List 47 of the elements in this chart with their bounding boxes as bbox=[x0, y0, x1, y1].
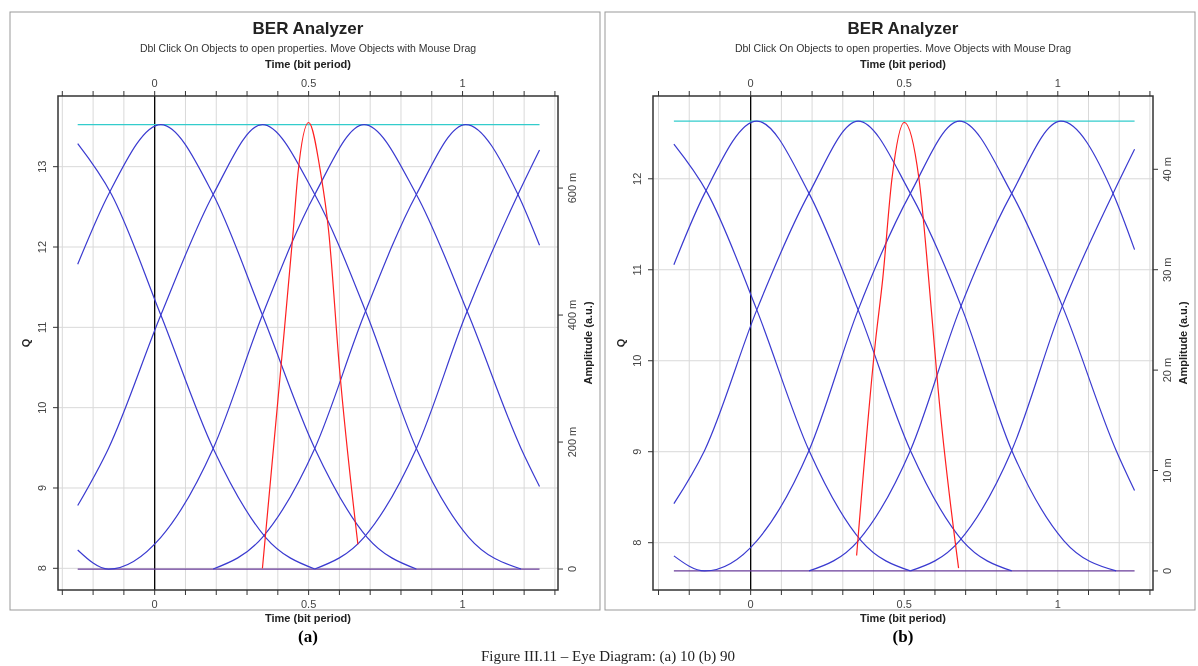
x2-axis-title: Time (bit period) bbox=[265, 58, 352, 70]
x-tick-label: 0 bbox=[747, 77, 754, 89]
text: (b) bbox=[892, 627, 914, 646]
chart-subtitle: Dbl Click On Objects to open properties. Move Objects with Mouse Drag bbox=[734, 42, 1072, 54]
y-axis-title: Q bbox=[20, 338, 32, 348]
x-tick-label: 1 bbox=[459, 77, 466, 89]
x2-tick-label: 1 bbox=[459, 598, 466, 610]
x-tick-label: 0 bbox=[151, 77, 158, 89]
y2-tick-label: 0 bbox=[566, 565, 578, 573]
y-tick-label: 9 bbox=[631, 448, 643, 455]
text: Figure III.11 – Eye Diagram: (a) 10 (b) 90 bbox=[481, 648, 735, 665]
y2-axis-title: Amplitude (a.u.) bbox=[1177, 301, 1189, 385]
y2-tick-label: 600 m bbox=[566, 172, 578, 204]
y2-tick-label: 20 m bbox=[1161, 357, 1173, 383]
y2-tick-label: 200 m bbox=[566, 426, 578, 458]
y-tick-label: 12 bbox=[36, 240, 48, 254]
x-axis-title: Time (bit period) bbox=[860, 612, 947, 624]
y-tick-label: 10 bbox=[36, 401, 48, 414]
y-tick-label: 8 bbox=[631, 539, 643, 546]
y-tick-label: 8 bbox=[36, 565, 48, 572]
x2-tick-label: 0.5 bbox=[896, 598, 912, 610]
x2-tick-label: 0.5 bbox=[300, 598, 317, 610]
y2-tick-label: 10 m bbox=[1161, 458, 1173, 483]
y-tick-label: 9 bbox=[36, 484, 48, 492]
x-tick-label: 0.5 bbox=[300, 77, 317, 89]
y2-tick-label: 40 m bbox=[1161, 157, 1173, 182]
x-axis-title: Time (bit period) bbox=[265, 612, 352, 624]
x-tick-label: 0.5 bbox=[896, 77, 912, 89]
x2-tick-label: 1 bbox=[1054, 598, 1061, 610]
y-tick-label: 13 bbox=[36, 160, 48, 173]
chart-title: BER Analyzer bbox=[847, 19, 959, 38]
y-tick-label: 11 bbox=[631, 264, 643, 276]
y-axis-title: Q bbox=[615, 338, 627, 348]
y-tick-label: 10 bbox=[631, 354, 643, 367]
y2-tick-label: 400 m bbox=[566, 299, 578, 331]
y-tick-label: 11 bbox=[36, 321, 48, 334]
chart-subtitle: Dbl Click On Objects to open properties. Move Objects with Mouse Drag bbox=[139, 42, 477, 54]
x2-axis-title: Time (bit period) bbox=[860, 58, 947, 70]
y2-axis-title: Amplitude (a.u.) bbox=[582, 301, 594, 385]
y2-tick-label: 30 m bbox=[1161, 257, 1173, 282]
y2-tick-label: 0 bbox=[1161, 567, 1173, 574]
text: (a) bbox=[298, 627, 318, 646]
chart-title: BER Analyzer bbox=[252, 19, 364, 38]
x2-tick-label: 0 bbox=[747, 598, 754, 610]
y-tick-label: 12 bbox=[631, 172, 643, 185]
x-tick-label: 1 bbox=[1054, 77, 1061, 89]
x2-tick-label: 0 bbox=[151, 598, 158, 610]
